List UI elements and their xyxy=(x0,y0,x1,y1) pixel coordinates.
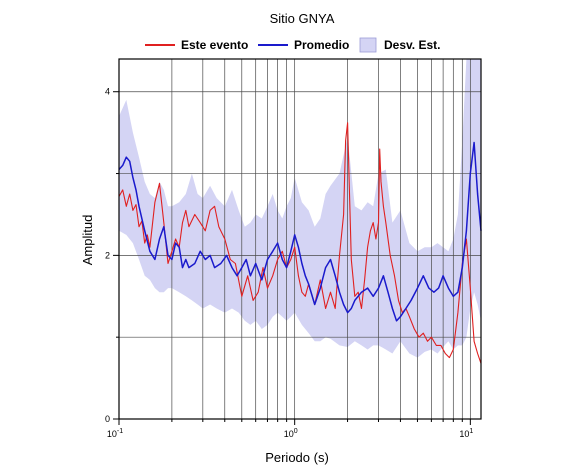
y-tick-label: 2 xyxy=(105,250,110,260)
x-axis-label: Periodo (s) xyxy=(265,450,329,465)
plot-area xyxy=(118,58,482,420)
y-tick-label: 0 xyxy=(105,414,110,424)
grid-layer xyxy=(119,59,481,419)
legend-item: Este evento xyxy=(145,38,248,52)
x-tick-label: 10-1 xyxy=(107,428,123,439)
x-tick-label: 101 xyxy=(459,428,473,439)
series-layer xyxy=(118,122,482,364)
plot-frame xyxy=(118,58,482,420)
chart-title: Sitio GNYA xyxy=(270,11,335,26)
x-tick-label: 100 xyxy=(284,428,298,439)
legend-label: Desv. Est. xyxy=(384,38,440,52)
std-dev-band-layer xyxy=(119,59,481,358)
legend-label: Este evento xyxy=(181,38,248,52)
x-axis: 10-1 100 101 xyxy=(107,419,473,439)
legend-item: Desv. Est. xyxy=(359,37,440,53)
y-axis-label: Amplitud xyxy=(80,215,95,266)
legend: Este evento Promedio Desv. Est. xyxy=(145,37,440,53)
y-tick-label: 4 xyxy=(105,87,110,97)
series-line-promedio xyxy=(118,141,482,322)
series-line-este-evento xyxy=(118,122,482,364)
y-axis: 0 2 4 xyxy=(105,87,119,424)
legend-label: Promedio xyxy=(294,38,349,52)
legend-swatch xyxy=(359,37,377,53)
legend-item: Promedio xyxy=(258,38,349,52)
std-dev-band xyxy=(119,59,481,358)
